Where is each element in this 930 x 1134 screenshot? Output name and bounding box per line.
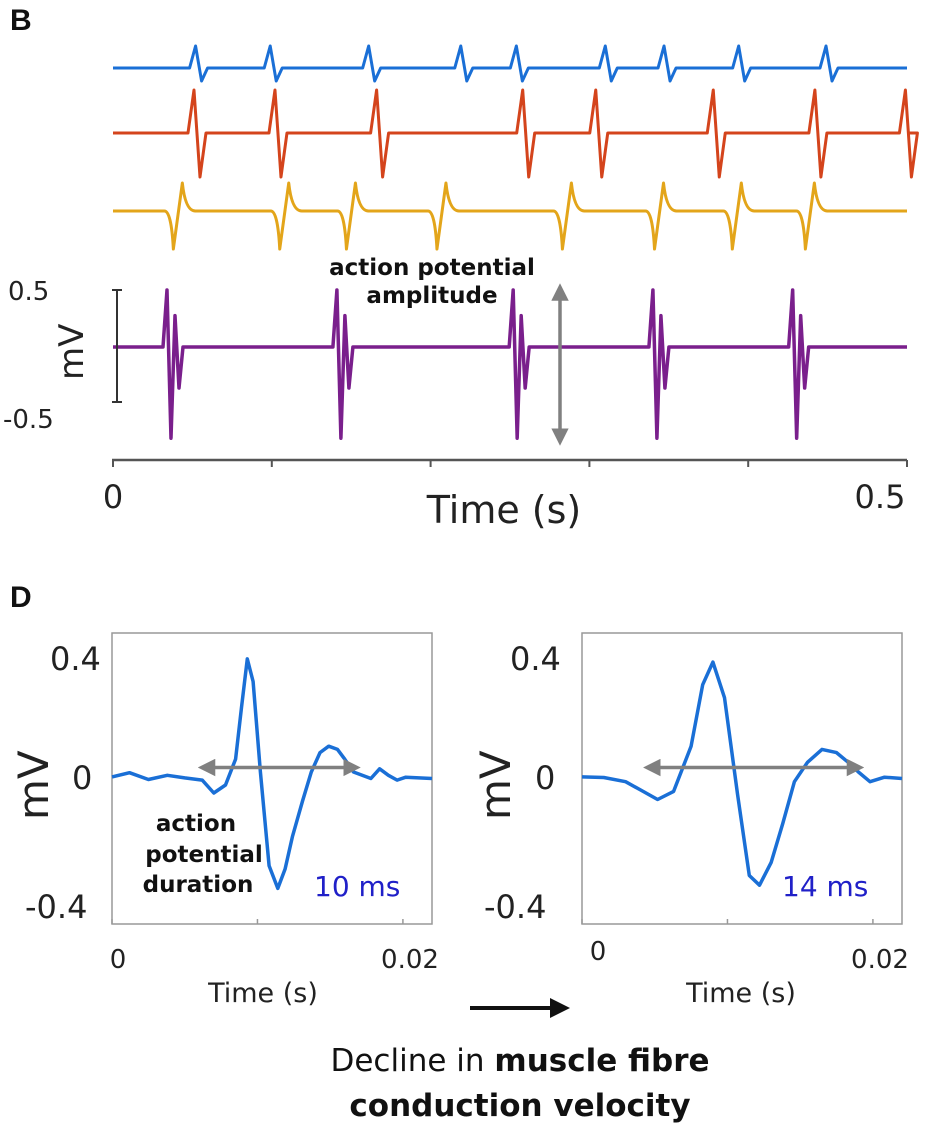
panel-b-scale-tick-top: 0.5 [8,277,49,307]
panel-d-right-x-tick-end: 0.02 [851,945,909,975]
panel-d-right-duration-label: 14 ms [782,870,868,903]
amplitude-annotation-line1: action potential [329,255,535,281]
panel-b-trace-yellow [113,181,907,251]
panel-b-trace-blue [113,44,907,83]
panel-d-right-y-axis-label: mV [471,750,520,820]
panel-d-left-waveform [111,657,433,891]
panel-d-right-x-axis-label: Time (s) [685,978,796,1009]
caption-bold-line1: muscle fibre [494,1043,709,1079]
panel-d-left-x-tick-0: 0 [110,945,127,975]
duration-annotation-line1: action [156,811,236,837]
panel-d-right-x-tick-0: 0 [590,937,607,967]
panel-d-left-y-tick-bottom: -0.4 [25,888,87,926]
panel-b-x-axis [112,458,908,467]
panel-b-x-axis-label: Time (s) [426,488,582,532]
panel-d-left-y-tick-top: 0.4 [50,640,101,678]
panel-b-trace-red [113,88,919,179]
panel-b-letter: B [10,4,32,37]
panel-d-right-ticks [581,919,874,924]
panel-b-x-tick-end: 0.5 [855,478,906,516]
caption-prefix: Decline in [330,1043,494,1079]
panel-d-left-duration-label: 10 ms [314,870,400,903]
panel-b-traces [113,44,919,440]
panel-d-letter: D [10,581,32,614]
caption-line2: conduction velocity [349,1088,690,1124]
caption-line1: Decline in muscle fibre [330,1043,709,1079]
duration-annotation-line3: duration [143,872,254,898]
panel-b-trace-purple [113,288,907,440]
panel-d-left-ticks [111,919,404,924]
panel-d-left-y-tick-mid: 0 [72,759,92,797]
panel-d-left-y-axis-label: mV [9,750,58,820]
panel-d-right-y-tick-mid: 0 [535,759,555,797]
amplitude-annotation-line2: amplitude [366,283,497,309]
panel-b-scale-tick-bottom: -0.5 [3,405,54,435]
panel-b-y-axis-label: mV [52,324,92,380]
panel-d-right-y-tick-bottom: -0.4 [484,888,546,926]
panel-d-right-y-tick-top: 0.4 [510,640,561,678]
panel-b-x-tick-0: 0 [103,478,123,516]
duration-annotation-line2: potential [145,842,263,868]
panel-b-scale-bar [112,289,122,403]
panel-d-left-x-tick-end: 0.02 [381,945,439,975]
panel-d-right-waveform [581,660,903,887]
panel-d-left-x-axis-label: Time (s) [207,978,318,1009]
